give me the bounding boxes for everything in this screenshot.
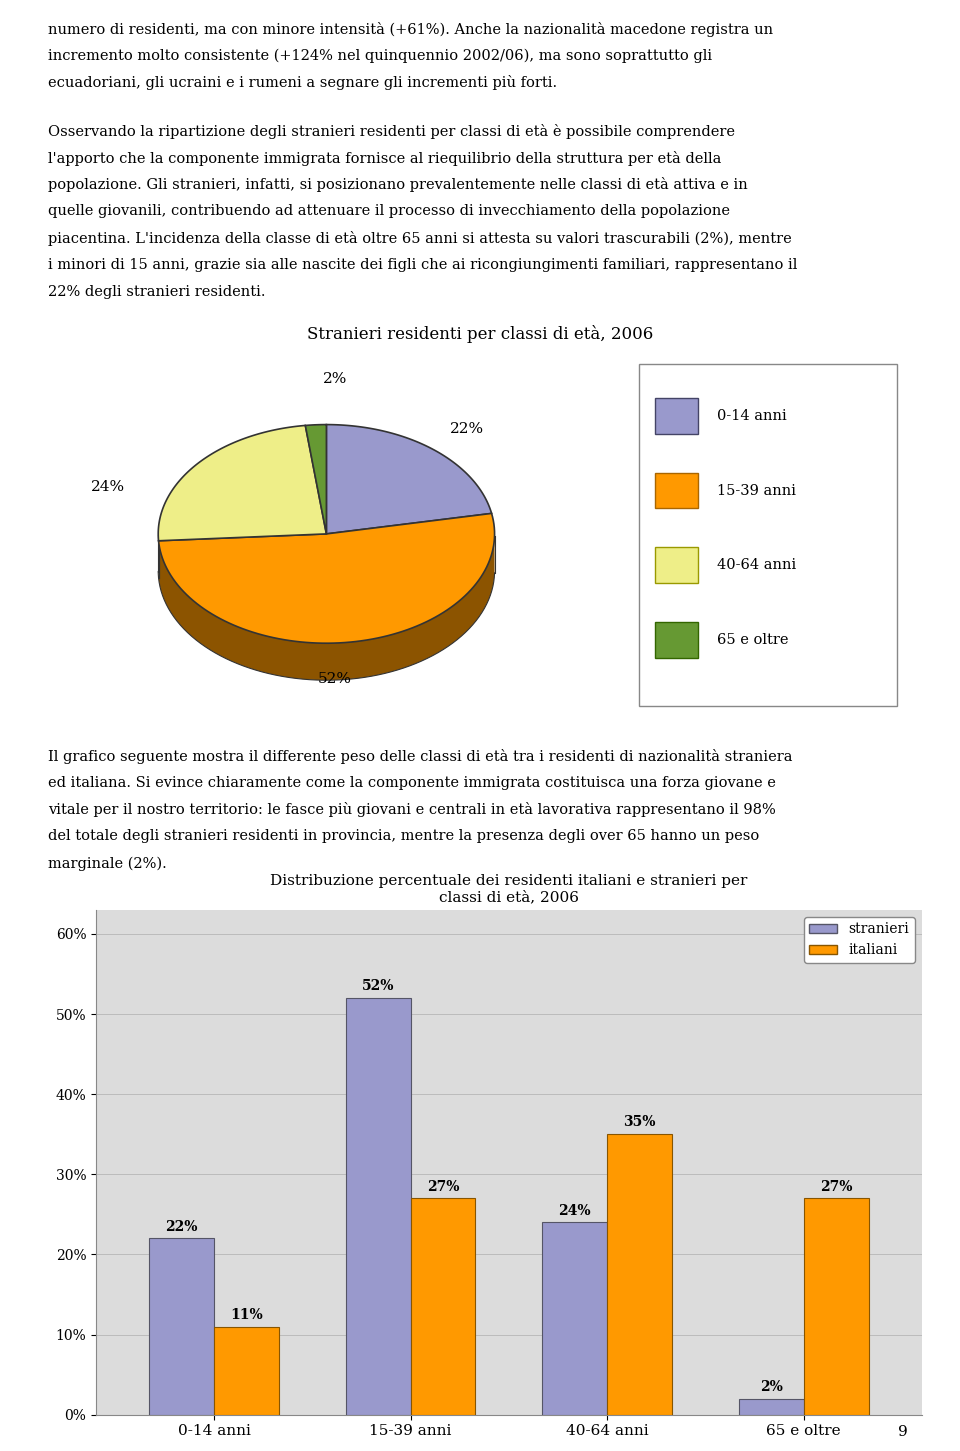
Text: 9: 9	[898, 1425, 907, 1439]
Text: quelle giovanili, contribuendo ad attenuare il processo di invecchiamento della : quelle giovanili, contribuendo ad attenu…	[48, 205, 730, 218]
Bar	[346, 998, 411, 1415]
Text: 15-39 anni: 15-39 anni	[717, 483, 796, 498]
Polygon shape	[326, 425, 492, 534]
Text: del totale degli stranieri residenti in provincia, mentre la presenza degli over: del totale degli stranieri residenti in …	[48, 830, 759, 843]
Legend: stranieri, italiani: stranieri, italiani	[804, 917, 915, 963]
Bar	[655, 622, 698, 657]
Bar	[607, 1135, 672, 1415]
Text: incremento molto consistente (+124% nel quinquennio 2002/06), ma sono soprattutt: incremento molto consistente (+124% nel …	[48, 49, 712, 62]
Text: piacentina. L'incidenza della classe di età oltre 65 anni si attesta su valori t: piacentina. L'incidenza della classe di …	[48, 231, 792, 247]
Polygon shape	[158, 535, 494, 681]
Text: vitale per il nostro territorio: le fasce più giovani e centrali in età lavorati: vitale per il nostro territorio: le fasc…	[48, 802, 776, 817]
Bar	[655, 398, 698, 434]
Text: popolazione. Gli stranieri, infatti, si posizionano prevalentemente nelle classi: popolazione. Gli stranieri, infatti, si …	[48, 177, 748, 193]
Polygon shape	[158, 514, 494, 643]
Bar	[542, 1222, 607, 1415]
Text: Osservando la ripartizione degli stranieri residenti per classi di età è possibi: Osservando la ripartizione degli stranie…	[48, 123, 735, 139]
Text: Stranieri residenti per classi di età, 2006: Stranieri residenti per classi di età, 2…	[307, 325, 653, 342]
Text: ecuadoriani, gli ucraini e i rumeni a segnare gli incrementi più forti.: ecuadoriani, gli ucraini e i rumeni a se…	[48, 75, 557, 90]
Bar	[804, 1199, 869, 1415]
FancyBboxPatch shape	[639, 364, 897, 705]
Text: 65 e oltre: 65 e oltre	[717, 633, 788, 647]
Text: 35%: 35%	[623, 1116, 656, 1129]
Text: Il grafico seguente mostra il differente peso delle classi di età tra i resident: Il grafico seguente mostra il differente…	[48, 749, 793, 763]
Text: l'apporto che la componente immigrata fornisce al riequilibrio della struttura p: l'apporto che la componente immigrata fo…	[48, 151, 721, 165]
Text: 24%: 24%	[90, 480, 125, 493]
Text: 2%: 2%	[759, 1380, 782, 1394]
Text: 11%: 11%	[230, 1307, 263, 1322]
Text: i minori di 15 anni, grazie sia alle nascite dei figli che ai ricongiungimenti f: i minori di 15 anni, grazie sia alle nas…	[48, 258, 798, 271]
Title: Distribuzione percentuale dei residenti italiani e stranieri per
classi di età, : Distribuzione percentuale dei residenti …	[270, 875, 748, 904]
Text: 40-64 anni: 40-64 anni	[717, 559, 796, 572]
Text: 22%: 22%	[449, 422, 484, 435]
Text: 0-14 anni: 0-14 anni	[717, 409, 786, 422]
Bar	[411, 1199, 475, 1415]
Text: 22% degli stranieri residenti.: 22% degli stranieri residenti.	[48, 284, 266, 299]
Text: 52%: 52%	[318, 672, 351, 686]
Text: 52%: 52%	[362, 979, 395, 992]
Polygon shape	[158, 425, 326, 541]
Text: 27%: 27%	[820, 1180, 852, 1194]
Text: marginale (2%).: marginale (2%).	[48, 856, 167, 871]
Text: numero di residenti, ma con minore intensità (+61%). Anche la nazionalità macedo: numero di residenti, ma con minore inten…	[48, 22, 773, 36]
Polygon shape	[305, 425, 326, 534]
Bar	[655, 547, 698, 583]
Bar	[739, 1399, 804, 1415]
Text: ed italiana. Si evince chiaramente come la componente immigrata costituisca una : ed italiana. Si evince chiaramente come …	[48, 776, 776, 789]
Text: 24%: 24%	[559, 1203, 591, 1217]
Text: 22%: 22%	[165, 1220, 198, 1233]
Text: 2%: 2%	[323, 371, 347, 386]
Bar	[149, 1238, 214, 1415]
Bar	[655, 473, 698, 508]
Text: 27%: 27%	[426, 1180, 459, 1194]
Bar	[214, 1326, 278, 1415]
